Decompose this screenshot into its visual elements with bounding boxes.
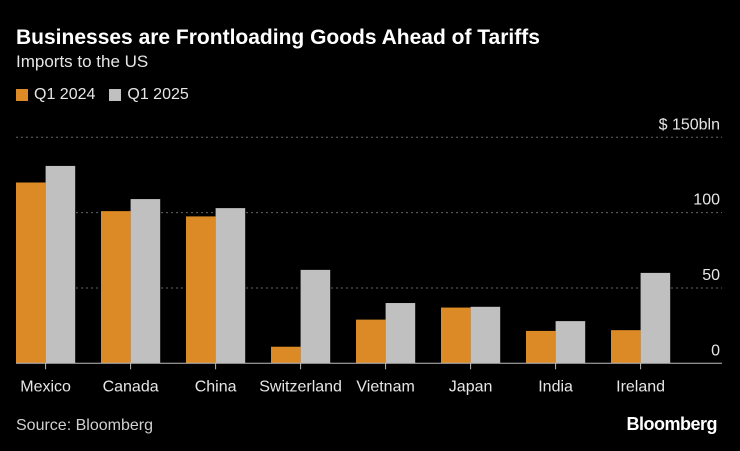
legend-item-q1-2025: Q1 2025 [109,86,189,104]
bar-vietnam-q1-2025 [385,303,416,364]
bar-india-q1-2025 [555,321,586,364]
y-tick-label: 100 [693,192,720,209]
bar-ireland-q1-2025 [640,272,671,364]
y-tick-label: 0 [711,342,720,359]
chart-subtitle: Imports to the US [16,52,149,71]
chart-title: Businesses are Frontloading Goods Ahead … [16,26,540,49]
legend-label: Q1 2025 [127,86,189,103]
bar-canada-q1-2024 [101,211,131,364]
bar-canada-q1-2025 [130,199,161,364]
legend-swatch-q1-2024 [16,89,28,101]
bloomberg-logo: Bloomberg [626,414,717,434]
bar-mexico-q1-2024 [16,182,46,364]
bar-switzerland-q1-2024 [271,346,301,364]
x-tick-label: Mexico [20,378,71,395]
legend: Q1 2024 Q1 2025 [16,86,189,104]
bar-vietnam-q1-2024 [356,319,386,364]
bar-india-q1-2024 [526,330,556,364]
bar-switzerland-q1-2025 [300,269,331,364]
source-note: Source: Bloomberg [16,417,153,434]
y-tick-label: 50 [702,267,720,284]
bar-china-q1-2025 [215,208,246,364]
bar-china-q1-2024 [186,216,216,364]
x-tick-label: Ireland [616,378,665,395]
x-tick-label: China [195,378,237,395]
x-tick-label: Switzerland [259,378,342,395]
bar-japan-q1-2024 [441,307,471,364]
legend-item-q1-2024: Q1 2024 [16,86,95,104]
x-tick-label: India [538,378,573,395]
bar-japan-q1-2025 [470,306,501,364]
x-tick-label: Canada [103,378,159,395]
y-tick-label: $ 150bln [659,116,720,133]
x-tick-label: Japan [449,378,493,395]
bar-ireland-q1-2024 [611,330,641,364]
x-tick-label: Vietnam [356,378,414,395]
legend-swatch-q1-2025 [109,89,122,101]
bar-mexico-q1-2025 [45,165,76,364]
legend-label: Q1 2024 [34,86,96,103]
